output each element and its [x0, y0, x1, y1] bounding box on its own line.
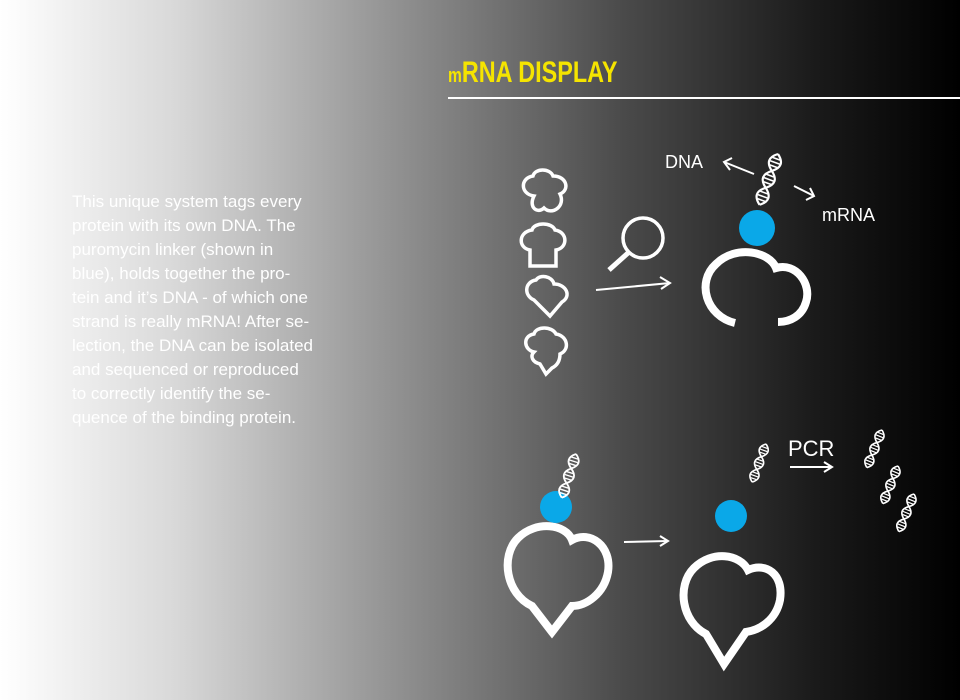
puromycin-linker-3 [715, 500, 747, 532]
mrna-arrow [793, 185, 816, 201]
dna-helix-pcr-2 [877, 463, 903, 507]
target-receptor [701, 248, 812, 327]
dna-helix-pcr-1 [861, 427, 887, 471]
magnifier-icon [607, 216, 665, 272]
pcr-arrow [790, 461, 834, 473]
dna-helix-3 [747, 441, 772, 485]
dna-helix-pcr-3 [893, 491, 919, 535]
protein-shape-3 [525, 274, 569, 319]
puromycin-linker-2 [540, 491, 572, 523]
puromycin-linker-1 [739, 210, 775, 246]
protein-shape-1 [521, 168, 568, 213]
dna-arrow [722, 157, 755, 175]
bound-protein-complex [503, 522, 613, 639]
description-text: This unique system tags every protein wi… [72, 192, 313, 427]
released-protein [679, 552, 785, 672]
pcr-label: PCR [788, 436, 835, 461]
arrow-release [623, 535, 670, 547]
page-title: mRNA DISPLAY [448, 56, 617, 90]
protein-shape-2 [519, 222, 567, 268]
arrow-to-target [595, 276, 672, 291]
mrna-label: mRNA [822, 205, 875, 225]
title-main: RNA DISPLAY [461, 56, 618, 89]
title-underline [448, 97, 960, 99]
protein-shape-4 [524, 326, 569, 377]
dna-helix-1 [752, 150, 785, 208]
dna-label: DNA [665, 152, 704, 172]
title-prefix: m [448, 65, 462, 87]
dna-helix-2 [556, 451, 582, 501]
